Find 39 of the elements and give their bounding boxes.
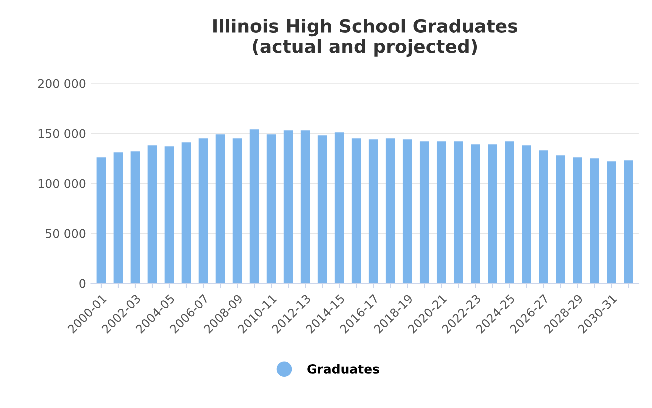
bar bbox=[420, 142, 430, 284]
bar bbox=[352, 138, 362, 284]
bar bbox=[368, 140, 378, 284]
bar bbox=[266, 134, 276, 284]
bar bbox=[130, 152, 140, 284]
bar bbox=[96, 158, 106, 284]
bar bbox=[556, 156, 566, 284]
bar bbox=[114, 152, 124, 284]
y-tick-label: 100 000 bbox=[38, 179, 86, 188]
bar bbox=[505, 142, 514, 284]
bar bbox=[624, 160, 634, 284]
bar bbox=[522, 146, 532, 284]
bar bbox=[402, 140, 412, 284]
bar bbox=[573, 158, 582, 284]
bar bbox=[318, 136, 328, 284]
y-tick-label: 50 000 bbox=[46, 229, 86, 238]
bar bbox=[250, 130, 260, 284]
bar bbox=[590, 158, 600, 284]
legend-label: Graduates bbox=[308, 364, 380, 374]
bar bbox=[454, 142, 464, 284]
bar bbox=[386, 138, 396, 284]
bar bbox=[182, 142, 192, 284]
bar bbox=[148, 146, 158, 284]
bar bbox=[284, 130, 294, 284]
bar bbox=[607, 162, 616, 284]
chart-title: Illinois High School Graduates (actual and projected) bbox=[214, 19, 518, 57]
bar bbox=[198, 138, 208, 284]
y-tick-label: 200 000 bbox=[38, 79, 86, 88]
bar bbox=[334, 132, 344, 284]
bar bbox=[539, 150, 548, 284]
bar bbox=[164, 146, 174, 284]
bar bbox=[471, 144, 480, 284]
bar bbox=[300, 130, 310, 284]
y-tick-label: 150 000 bbox=[38, 129, 86, 138]
bar bbox=[216, 134, 226, 284]
bar bbox=[436, 142, 446, 284]
bar bbox=[232, 138, 242, 284]
y-tick-label: 0 bbox=[80, 279, 86, 288]
bar bbox=[488, 144, 498, 284]
